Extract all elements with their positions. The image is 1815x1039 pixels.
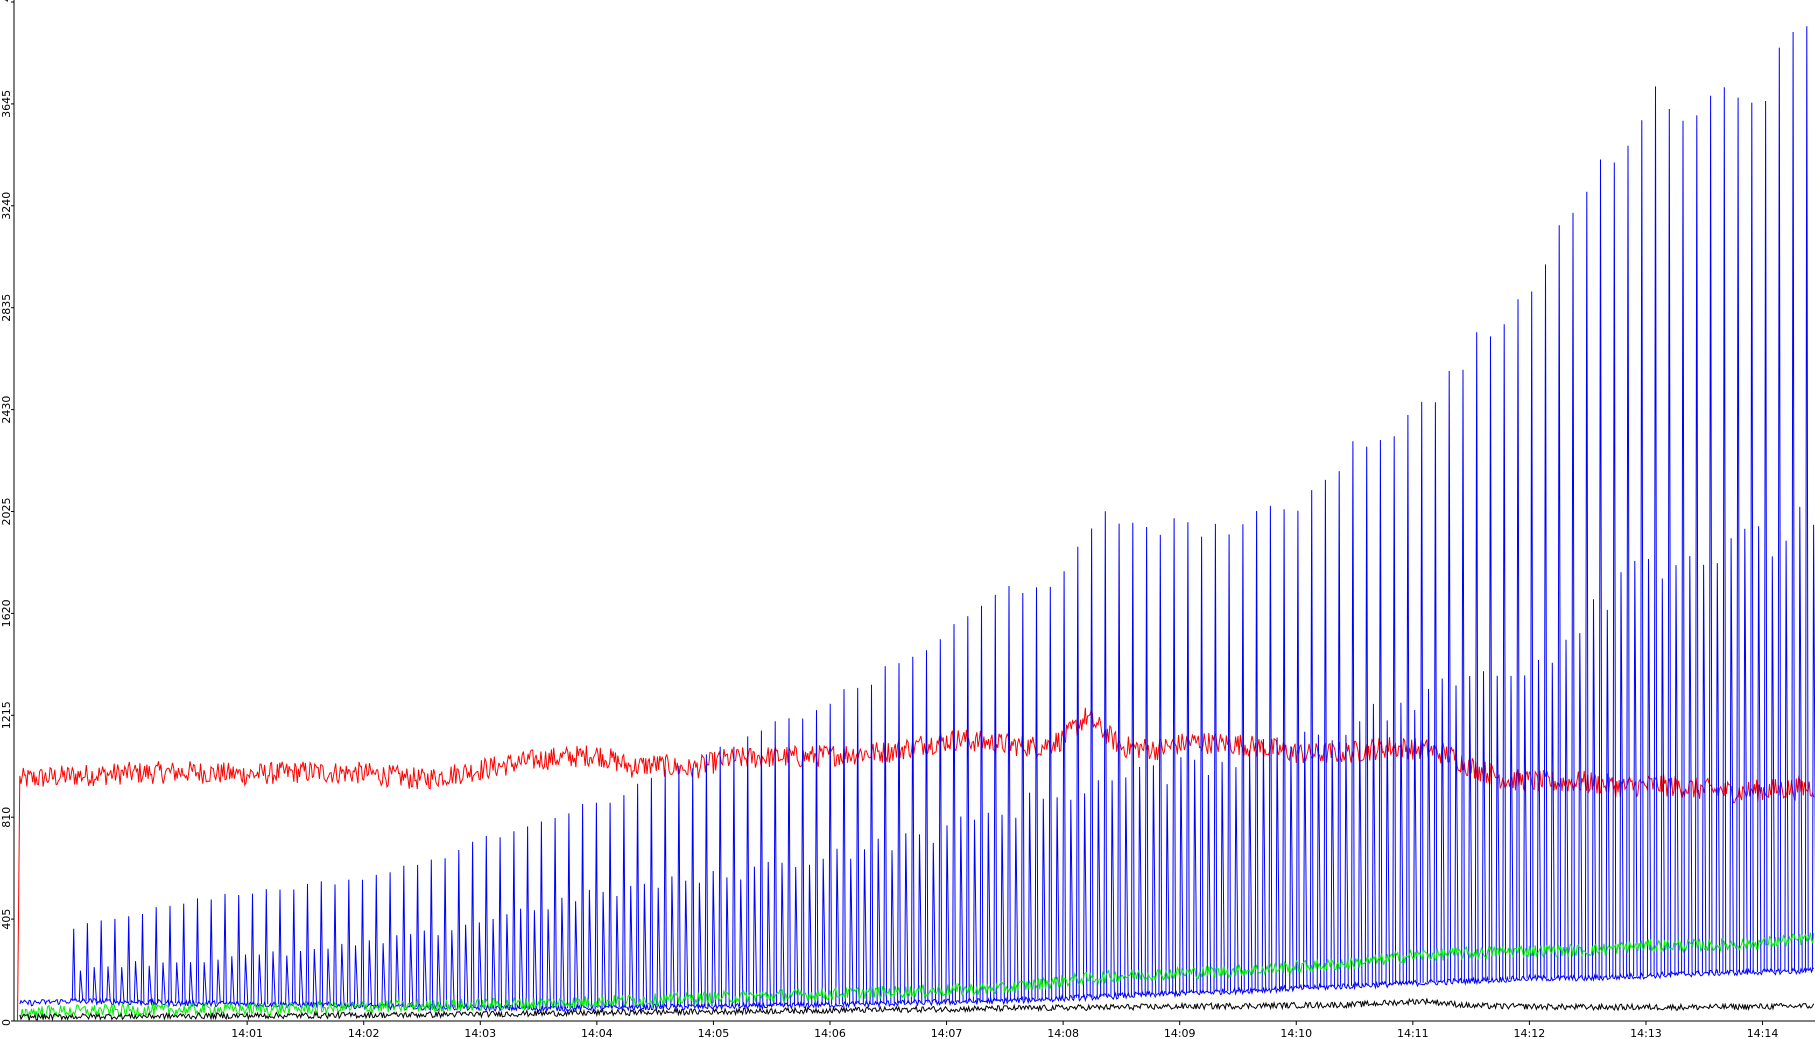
x-tick-label: 14:03 [464,1027,496,1039]
y-tick-label: 2025 [0,498,13,526]
x-tick-group: 14:01 14:02 14:03 14:04 14:05 14:06 14:07 14:08… [231,1021,1778,1039]
y-tick-label: 2430 [0,396,13,424]
y-tick-label: 3240 [0,192,13,220]
x-tick-label: 14:06 [814,1027,846,1039]
series-line-4 [19,932,1815,1019]
x-tick-label: 14:09 [1164,1027,1196,1039]
y-tick-label: 3645 [0,90,13,118]
y-tick-label: 1215 [0,701,13,729]
x-tick-label: 14:01 [231,1027,263,1039]
x-tick-label: 14:08 [1047,1027,1079,1039]
series-line-1 [71,26,1809,1009]
series-line-2 [78,506,1815,1009]
x-tick-label: 14:02 [348,1027,380,1039]
x-tick-label: 14:14 [1747,1027,1779,1039]
x-tick-label: 14:04 [581,1027,613,1039]
y-tick-label: 810 [0,807,13,828]
x-tick-label: 14:11 [1397,1027,1429,1039]
x-tick-label: 14:07 [931,1027,963,1039]
y-tick-label: 2835 [0,294,13,322]
y-tick-group: 0 405 810 1215 1620 2025 2430 2835 3240 3645 4050 [0,0,14,1026]
y-tick-label: 1620 [0,599,13,627]
series-line-0 [17,707,1815,1022]
x-tick-label: 14:12 [1514,1027,1546,1039]
x-tick-label: 14:13 [1630,1027,1662,1039]
y-tick-label: 405 [0,909,13,930]
x-tick-label: 14:05 [698,1027,730,1039]
x-tick-label: 14:10 [1280,1027,1312,1039]
series-line-5 [19,997,1815,1022]
series-group [17,26,1815,1022]
y-tick-label: 0 [0,1019,13,1026]
y-tick-label: 4050 [0,0,13,2]
